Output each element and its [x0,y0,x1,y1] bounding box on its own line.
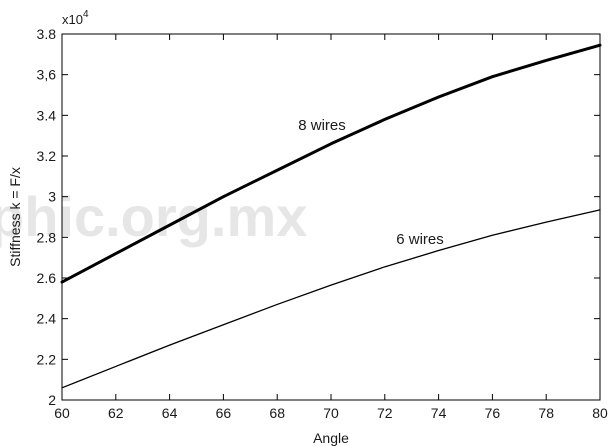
y-tick-label: 2.4 [37,311,57,327]
y-tick-label: 3,6 [37,67,57,83]
x-tick-label: 78 [538,405,554,421]
x-tick-label: 60 [54,405,70,421]
y-tick-label: 3.2 [37,148,57,164]
series-label-6-wires: 6 wires [396,231,444,248]
x-tick-label: 74 [431,405,447,421]
y-axis-label: Stiffness k = F/x [7,167,23,267]
x-tick-label: 76 [485,405,501,421]
series-label-8-wires: 8 wires [298,117,346,134]
y-axis: 2 2.2 2.4 2.6 2.8 3 3.2 3.4 3,6 3.8 [37,26,600,408]
y-axis-multiplier: x104 [62,9,89,27]
y-tick-label: 2.8 [37,229,57,245]
x-tick-label: 66 [216,405,232,421]
x-tick-label: 70 [323,405,339,421]
series-line-6-wires [61,209,601,389]
y-tick-label: 2.6 [37,270,57,286]
x-tick-label: 68 [269,405,285,421]
y-tick-label: 3 [48,189,56,205]
plot-area [60,43,602,389]
y-tick-label: 3.8 [37,26,57,42]
x-tick-label: 62 [108,405,124,421]
y-tick-label: 2.2 [37,351,57,367]
x-axis-label: Angle [313,430,349,446]
y-tick-label: 2 [48,392,56,408]
x-tick-label: 64 [162,405,178,421]
x-tick-label: 72 [377,405,393,421]
y-axis-multiplier-base: x10 [62,12,83,27]
series-line-8-wires [60,43,602,284]
y-tick-label: 3.4 [37,107,57,123]
y-axis-multiplier-exponent: 4 [83,9,89,20]
x-tick-label: 80 [592,405,608,421]
watermark: phic.org.mx [0,185,307,248]
x-axis: 60 62 64 66 68 70 72 74 76 78 80 [54,34,608,421]
